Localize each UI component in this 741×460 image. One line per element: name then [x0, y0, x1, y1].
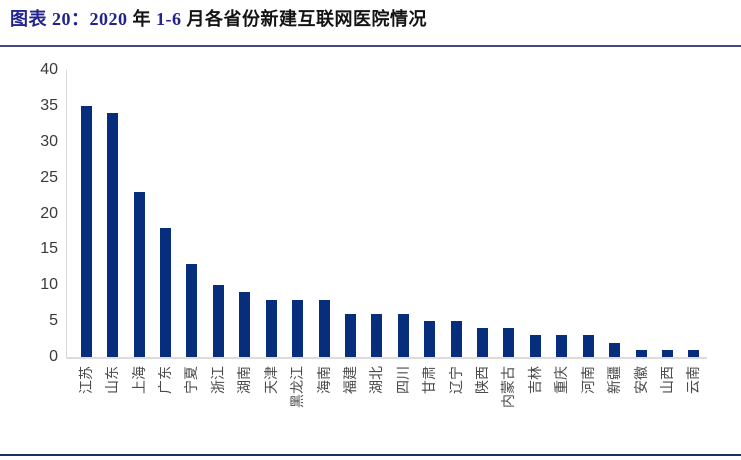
bar-slot: 浙江 — [205, 70, 231, 394]
title-segment: 月各省份新建互联网医院情况 — [186, 9, 427, 29]
x-axis-label: 内蒙古 — [500, 366, 517, 408]
x-axis-label: 上海 — [130, 366, 147, 394]
x-axis-label: 四川 — [394, 366, 411, 394]
bar — [159, 227, 171, 357]
bar-slot: 天津 — [258, 70, 284, 394]
y-tick-label: 25 — [40, 168, 58, 186]
bar — [609, 342, 621, 357]
bar-slot: 广东 — [152, 70, 178, 394]
bar — [292, 299, 304, 357]
x-axis-label: 宁夏 — [183, 366, 200, 394]
bar — [529, 335, 541, 357]
bar-slot: 上海 — [126, 70, 152, 394]
x-axis-label: 陕西 — [474, 366, 491, 394]
bar — [635, 349, 647, 357]
bar — [212, 285, 224, 357]
y-tick-label: 0 — [49, 348, 58, 365]
x-axis-label: 河南 — [579, 366, 596, 394]
x-axis-label: 甘肃 — [421, 366, 438, 394]
x-axis-label: 湖北 — [368, 366, 385, 394]
bar — [239, 292, 251, 357]
bar — [133, 191, 145, 357]
title-segment: 1-6 — [156, 9, 187, 29]
bar-slot: 甘肃 — [416, 70, 442, 394]
bar-slot: 山西 — [654, 70, 680, 394]
bar-slot: 湖北 — [364, 70, 390, 394]
bar — [556, 335, 568, 357]
bar-slot: 河南 — [575, 70, 601, 394]
bar — [265, 299, 277, 357]
bar — [477, 328, 489, 357]
bar — [107, 113, 119, 357]
figure-title: 图表 20：2020 年 1-6 月各省份新建互联网医院情况 — [10, 5, 427, 31]
x-axis-label: 浙江 — [209, 366, 226, 394]
x-axis-label: 山西 — [658, 366, 675, 394]
title-divider — [0, 45, 741, 47]
title-segment: 图表 20： — [10, 9, 90, 29]
bar-slot: 辽宁 — [443, 70, 469, 394]
bar — [80, 105, 92, 357]
x-axis-label: 新疆 — [606, 366, 623, 394]
bar-slot: 黑龙江 — [284, 70, 310, 408]
x-axis-label: 江苏 — [77, 366, 94, 394]
x-axis-label: 广东 — [156, 366, 173, 394]
bar — [503, 328, 515, 357]
bar-slot: 宁夏 — [179, 70, 205, 394]
bar — [371, 313, 383, 357]
x-axis-label: 安徽 — [632, 366, 649, 394]
bar — [318, 299, 330, 357]
y-tick-label: 40 — [40, 61, 58, 78]
bar-slot: 内蒙古 — [496, 70, 522, 408]
bar — [424, 321, 436, 357]
x-axis-label: 黑龙江 — [289, 366, 306, 408]
bar-slot: 吉林 — [522, 70, 548, 394]
y-tick-label: 35 — [40, 96, 58, 114]
bar-slot: 重庆 — [549, 70, 575, 394]
bars-container: 江苏 山东 上海 广东 宁夏 浙江 湖南 天津 黑龙江 海南 福建 湖北 四川 甘肃 辽宁 陕西 内蒙古 吉林 重庆… — [73, 70, 707, 408]
x-axis-label: 天津 — [262, 366, 279, 394]
bar — [186, 263, 198, 357]
bottom-rule — [0, 454, 741, 456]
bar — [688, 349, 700, 357]
bar-slot: 四川 — [390, 70, 416, 394]
x-axis-label: 山东 — [104, 366, 121, 394]
y-tick-label: 10 — [40, 276, 58, 294]
x-axis-label: 吉林 — [526, 366, 543, 394]
x-axis-label: 湖南 — [236, 366, 253, 394]
y-tick-label: 15 — [40, 240, 58, 258]
title-segment: 2020 — [89, 9, 133, 29]
bar-slot: 山东 — [99, 70, 125, 394]
y-tick-label: 20 — [40, 204, 58, 222]
plot-area: 0 5 10 15 20 25 30 35 40 江苏 山东 上海 广东 宁夏 浙江 湖南 天津 黑龙江 海南 福建… — [40, 61, 707, 408]
bar-slot: 新疆 — [601, 70, 627, 394]
y-tick-label: 5 — [49, 312, 58, 330]
bar — [450, 321, 462, 357]
bar — [397, 313, 409, 357]
x-axis-label: 福建 — [341, 366, 358, 394]
title-segment: 年 — [132, 9, 156, 29]
x-axis-label: 重庆 — [553, 366, 570, 394]
bar-slot: 海南 — [311, 70, 337, 394]
bar-slot: 江苏 — [73, 70, 99, 394]
x-axis-label: 云南 — [685, 366, 702, 394]
bar-slot: 湖南 — [232, 70, 258, 394]
bar-slot: 安徽 — [628, 70, 654, 394]
x-axis-label: 辽宁 — [447, 366, 464, 394]
bar-slot: 福建 — [337, 70, 363, 394]
bar-slot: 云南 — [681, 70, 707, 394]
bar — [582, 335, 594, 357]
bar — [661, 349, 673, 357]
x-axis-label: 海南 — [315, 366, 332, 394]
y-tick-label: 30 — [40, 132, 58, 150]
bar-slot: 陕西 — [469, 70, 495, 394]
y-axis-ticks: 0 5 10 15 20 25 30 35 40 — [18, 61, 58, 365]
bar — [344, 313, 356, 357]
